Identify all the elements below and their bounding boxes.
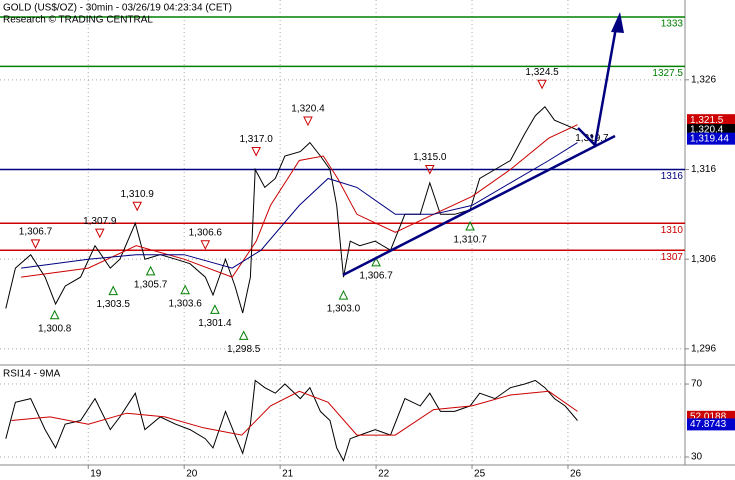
high-label: 1,317.0 [239,134,273,145]
high-marker [30,239,41,250]
low-marker [145,265,156,276]
high-label: 1,324.5 [525,67,559,78]
level-label: 1316 [661,171,684,182]
y-tick-label: 1,326 [691,74,716,85]
low-marker [338,289,349,300]
series-line [11,390,578,436]
series-line [5,379,578,462]
x-tick-label: 22 [378,469,390,480]
high-label: 1,315.0 [413,152,447,163]
trend-line [342,134,616,277]
last-value-label: 47.8743 [690,419,727,430]
point-marker [590,134,594,138]
low-label: 1,305.7 [134,280,168,291]
low-label: 1,303.0 [327,304,361,315]
point-label: 1,319.7 [575,133,609,144]
low-label: 1,303.6 [168,298,202,309]
high-label: 1,306.7 [19,227,53,238]
low-label: 1,298.5 [227,344,261,355]
y-tick-label: 30 [691,452,703,463]
x-tick-label: 26 [570,469,582,480]
low-label: 1,310.7 [453,235,487,246]
high-label: 1,310.9 [121,189,155,200]
chart-subtitle: Research © TRADING CENTRAL [3,15,153,26]
high-marker [303,116,313,127]
last-value-label: 1,319.44 [690,133,729,144]
x-tick-label: 21 [282,469,294,480]
series-line [21,142,578,269]
arrow-head [611,12,624,33]
chart-title: GOLD (US$/OZ) - 30min - 03/26/19 04:23:3… [3,3,232,14]
high-marker [537,79,547,90]
y-tick-label: 1,306 [691,254,716,265]
level-label: 1327.5 [652,68,683,79]
last-value-box [687,114,735,127]
low-marker [180,284,190,295]
level-label: 1310 [661,225,684,236]
rsi-title: RSI14 - 9MA [3,369,61,380]
y-tick-label: 70 [691,379,703,390]
low-marker [49,309,60,320]
low-marker [371,256,381,267]
low-marker [210,304,220,314]
high-label: 1,306.6 [189,227,223,238]
last-value-label: 52.0188 [690,411,727,422]
low-marker [465,220,475,231]
high-marker [251,147,261,157]
low-label: 1,300.8 [38,323,72,334]
x-tick-label: 19 [90,469,102,480]
last-value-label: 1,320.4 [690,125,724,136]
last-value-box [687,418,735,431]
high-label: 1,320.4 [291,104,325,115]
level-label: 1333 [661,19,684,30]
last-value-label: 1,321.5 [690,115,724,126]
high-marker [132,201,143,212]
low-label: 1,303.5 [97,299,131,310]
high-marker [424,164,435,175]
projection-arrow [577,21,619,148]
x-tick-label: 20 [186,469,198,480]
low-marker [108,285,119,296]
low-marker [238,330,249,340]
y-tick-label: 1,316 [691,164,716,175]
high-label: 1,307.9 [83,216,117,227]
low-label: 1,301.4 [198,318,232,329]
high-marker [94,228,105,239]
x-tick-label: 25 [474,469,486,480]
low-label: 1,306.7 [359,271,393,282]
last-value-box [687,132,735,145]
level-label: 1307 [661,252,684,263]
high-marker [200,240,211,250]
y-tick-label: 1,296 [691,343,716,354]
series-line [5,105,578,314]
